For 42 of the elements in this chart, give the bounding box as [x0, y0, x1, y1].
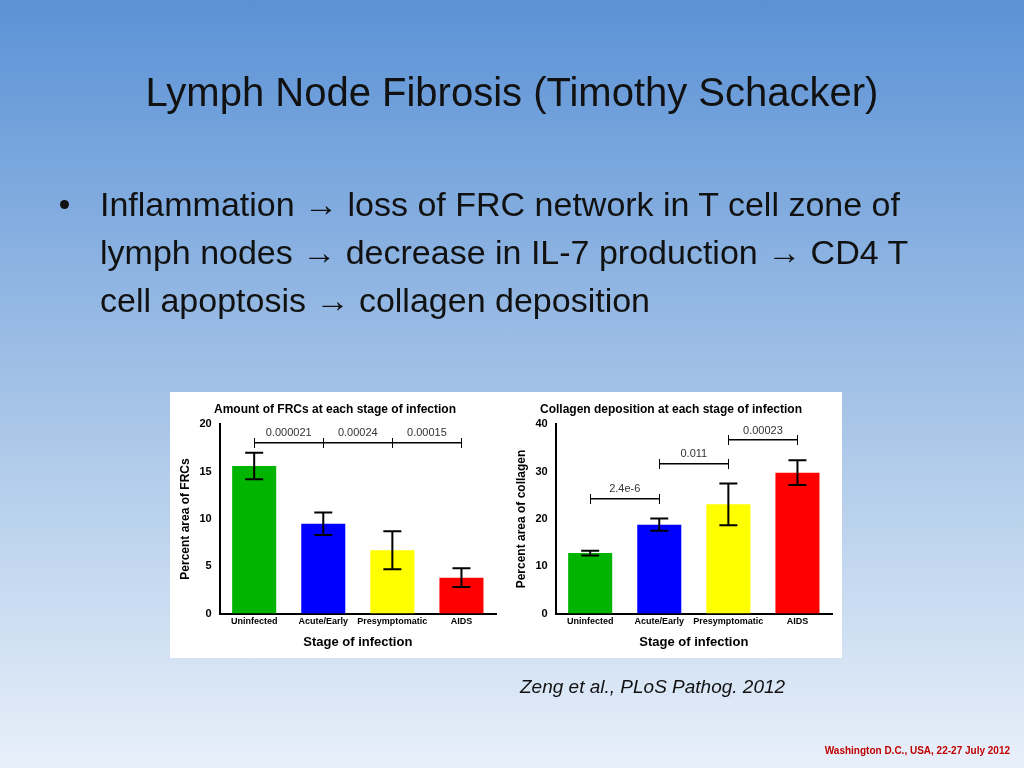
y-axis-title: Percent area of collagen — [513, 449, 528, 589]
y-tick-label: 10 — [199, 512, 212, 525]
x-axis-title: Stage of infection — [639, 633, 749, 649]
bar — [301, 523, 346, 614]
annotation: 2.4e-6 — [609, 482, 641, 495]
x-tick-label: Uninfected — [566, 616, 614, 627]
y-tick-label: 5 — [205, 559, 212, 572]
x-tick-label: Uninfected — [230, 616, 278, 627]
y-tick-label: 20 — [535, 512, 548, 525]
chart-title: Collagen deposition at each stage of infection — [539, 401, 803, 416]
bar — [232, 466, 277, 614]
x-tick-label: AIDS — [786, 616, 809, 627]
y-tick-label: 15 — [199, 464, 212, 477]
chart-title: Amount of FRCs at each stage of infection — [213, 401, 457, 416]
text: Washington D.C., USA, 22-27 July 2012 — [823, 745, 1010, 756]
bar — [439, 577, 484, 614]
bar — [637, 524, 682, 614]
y-axis-title: Percent area of FRCs — [177, 457, 192, 580]
annotation: 0.011 — [680, 447, 708, 460]
y-tick-label: 0 — [541, 606, 548, 619]
y-tick-label: 0 — [205, 606, 212, 619]
bar — [775, 472, 820, 614]
annotation: 0.00023 — [743, 423, 783, 436]
x-tick-label: Acute/Early — [634, 616, 685, 627]
x-axis-title: Stage of infection — [303, 633, 413, 649]
bar — [568, 553, 613, 614]
annotation: 0.00015 — [407, 426, 447, 439]
annotation: 0.000021 — [265, 426, 312, 439]
y-tick-label: 40 — [535, 417, 548, 430]
text: Lymph Node Fibrosis (Timothy Schacker) — [144, 70, 880, 115]
x-tick-label: Presymptomatic — [693, 616, 764, 627]
y-tick-label: 30 — [535, 464, 548, 477]
bar — [706, 504, 751, 614]
bar — [370, 550, 415, 614]
annotation: 0.00024 — [337, 426, 378, 439]
y-tick-label: 10 — [535, 559, 548, 572]
y-tick-label: 20 — [199, 417, 212, 430]
x-tick-label: AIDS — [450, 616, 473, 627]
text: Inflammation → loss of FRC network in T cell zone of lymph nodes → decrease in IL-7 production → CD4 T cell apoptosis → collagen deposition — [100, 184, 909, 321]
x-tick-label: Presymptomatic — [357, 616, 428, 627]
x-tick-label: Acute/Early — [298, 616, 349, 627]
text: Zeng et al., PLoS Pathog. 2012 — [520, 676, 786, 698]
